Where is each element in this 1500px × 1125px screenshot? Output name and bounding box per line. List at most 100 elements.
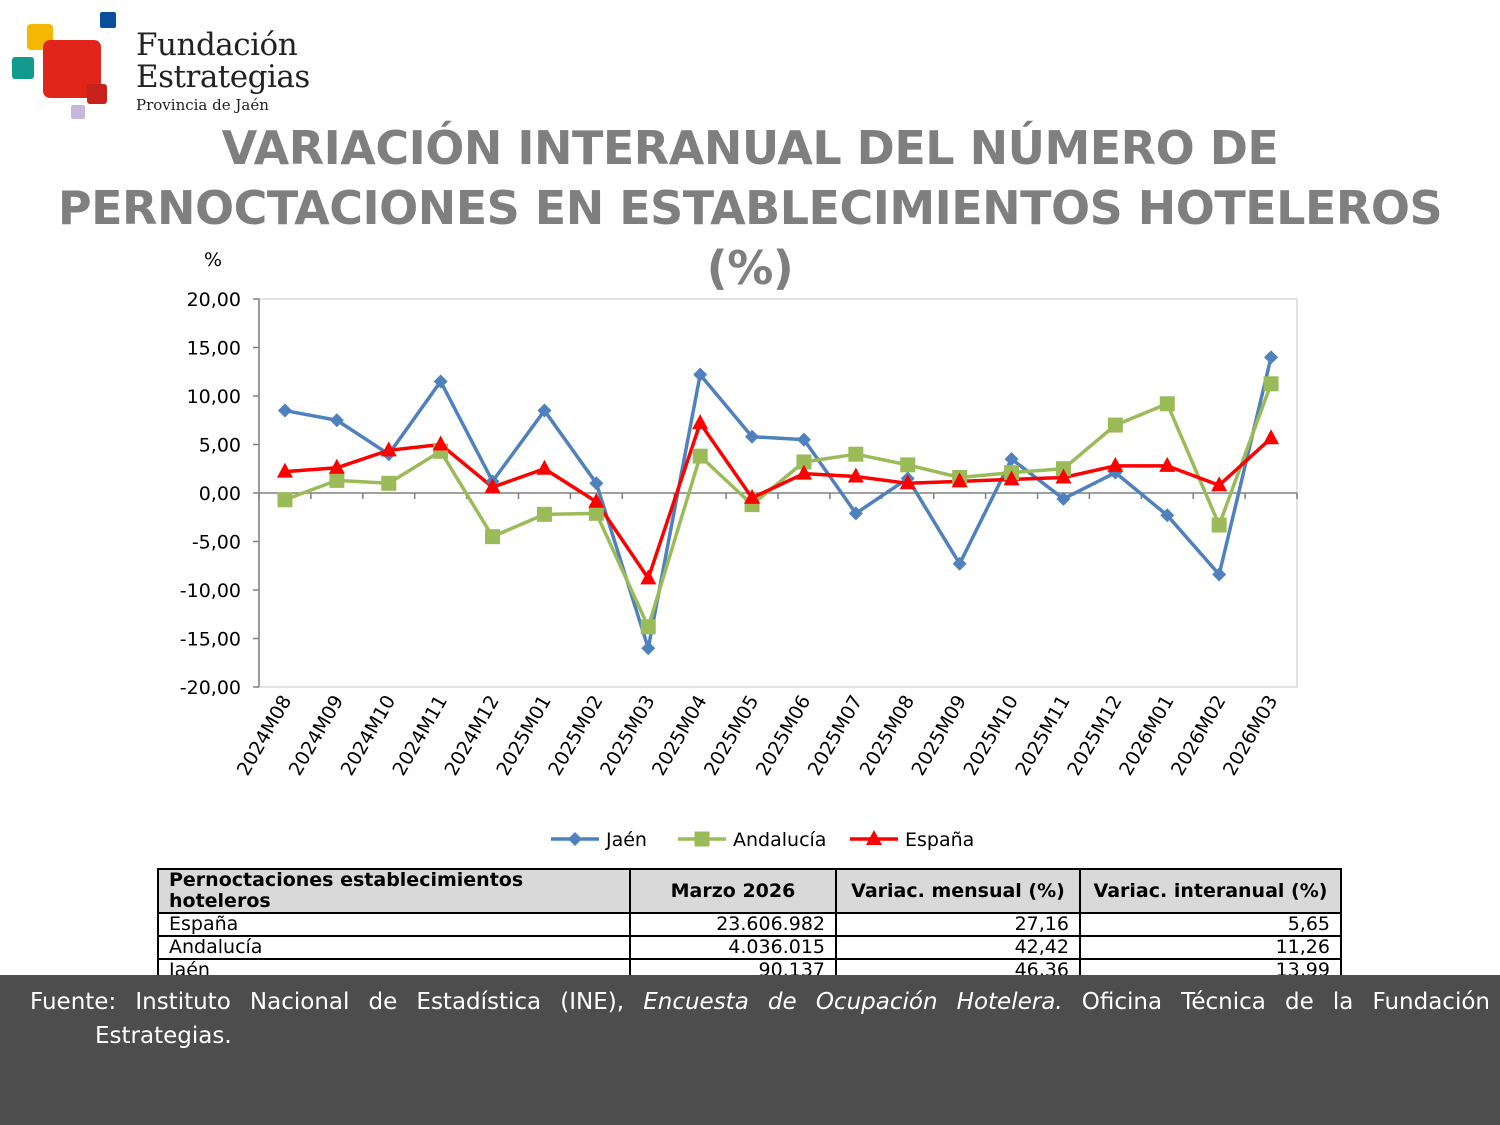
table-cell: España	[157, 912, 631, 937]
y-tick-label: 0,00	[199, 483, 241, 505]
table-row: Andalucía 4.036.015 42,42 11,26	[157, 935, 1342, 960]
data-point	[745, 429, 760, 444]
table-cell: 5,65	[1079, 912, 1342, 937]
footer-source-suffix: Oficina Técnica de la Fundación	[1062, 989, 1490, 1015]
series-line-jaén	[284, 356, 1273, 650]
y-tick-label: 20,00	[187, 289, 241, 311]
data-point	[536, 459, 553, 475]
series-line-andalucía	[284, 383, 1273, 629]
logo-teal-square	[12, 57, 34, 79]
table-header-cell: Marzo 2026	[629, 868, 837, 914]
y-tick-label: 10,00	[187, 386, 241, 408]
logo-lilac-square	[71, 105, 85, 119]
data-point	[1107, 456, 1124, 472]
series-lines	[284, 356, 1273, 650]
legend-marker	[694, 831, 710, 847]
data-point	[328, 458, 345, 474]
data-point	[433, 374, 448, 389]
table-cell: 11,26	[1079, 935, 1342, 960]
data-point	[588, 505, 604, 521]
data-point	[795, 464, 812, 480]
table-header-cell: Pernoctaciones establecimientos hotelero…	[157, 868, 631, 914]
line-chart: 20,00 15,00 10,00 5,00 0,00 -5,00 -10,00 -15,00…	[180, 249, 1298, 851]
data-point	[484, 478, 501, 494]
data-point	[277, 403, 292, 418]
table-cell: 27,16	[835, 912, 1081, 937]
data-point	[329, 413, 344, 428]
table-header-cell: Variac. mensual (%)	[835, 868, 1081, 914]
data-point	[1160, 508, 1175, 523]
data-point	[536, 506, 552, 522]
table-cell: Andalucía	[157, 935, 631, 960]
legend-label: España	[905, 829, 974, 851]
legend-label: Jaén	[605, 829, 647, 851]
data-point	[485, 529, 501, 545]
data-point	[1263, 376, 1279, 392]
data-point	[1107, 417, 1123, 433]
y-tick-label: -20,00	[180, 677, 241, 699]
data-point	[537, 403, 552, 418]
data-point	[432, 435, 449, 451]
data-point	[380, 441, 397, 457]
title-line1: VARIACIÓN INTERANUAL DEL NÚMERO DE	[221, 121, 1279, 175]
logo-red-small-square	[87, 84, 107, 104]
data-point	[1003, 470, 1020, 486]
data-point	[1263, 429, 1280, 445]
data-point	[744, 488, 761, 504]
data-point	[1212, 567, 1227, 582]
data-point	[692, 414, 709, 430]
data-point	[640, 569, 657, 585]
data-point	[847, 467, 864, 483]
logo-line3: Provincia de Jaén	[136, 96, 269, 114]
table-cell: 4.036.015	[629, 935, 837, 960]
data-point	[952, 556, 967, 571]
title-line3: (%)	[706, 241, 794, 295]
legend-marker	[866, 830, 882, 845]
logo-line2: Estrategias	[136, 59, 310, 95]
y-tick-label: 5,00	[199, 435, 241, 457]
footer-source-survey: Encuesta de Ocupación Hotelera.	[643, 989, 1063, 1015]
data-table: Pernoctaciones establecimientos hotelero…	[157, 868, 1342, 983]
data-point	[951, 472, 968, 488]
data-point	[900, 457, 916, 473]
data-point	[640, 619, 656, 635]
footer: Fuente: Instituto Nacional de Estadístic…	[0, 975, 1500, 1125]
data-point	[1056, 491, 1071, 506]
y-tick-label: 15,00	[187, 338, 241, 360]
data-point	[1159, 396, 1175, 412]
footer-source-line2: Estrategias.	[95, 1023, 232, 1049]
data-point	[692, 448, 708, 464]
footer-source: Fuente: Instituto Nacional de Estadístic…	[30, 985, 1490, 1019]
data-point	[1004, 452, 1019, 467]
data-point	[1211, 517, 1227, 533]
title-line2: PERNOCTACIONES EN ESTABLECIMIENTOS HOTEL…	[57, 181, 1443, 235]
data-point	[1159, 456, 1176, 472]
data-point	[848, 506, 863, 521]
y-tick-label: -10,00	[180, 580, 241, 602]
table-header-row: Pernoctaciones establecimientos hotelero…	[157, 868, 1342, 914]
data-point	[848, 446, 864, 462]
data-point	[276, 462, 293, 478]
table-row: España 23.606.982 27,16 5,65	[157, 912, 1342, 937]
y-tick-label: -15,00	[180, 629, 241, 651]
legend-marker	[568, 832, 582, 846]
series-line-españa	[284, 421, 1273, 581]
table-cell: 42,42	[835, 935, 1081, 960]
legend: Jaén Andalucía España	[551, 829, 974, 851]
data-point	[796, 432, 811, 447]
logo-line1: Fundación	[136, 27, 298, 63]
data-point	[641, 641, 656, 656]
footer-source-prefix: Fuente: Instituto Nacional de Estadístic…	[30, 989, 644, 1015]
y-axis-label: %	[204, 249, 222, 271]
page-title: VARIACIÓN INTERANUAL DEL NÚMERO DE PERNO…	[0, 118, 1500, 298]
data-point	[1211, 476, 1228, 492]
data-point	[588, 492, 605, 508]
series-markers	[276, 350, 1280, 656]
y-tick-label: -5,00	[192, 532, 241, 554]
data-point	[1264, 350, 1279, 365]
data-point	[693, 367, 708, 382]
legend-label: Andalucía	[733, 829, 826, 851]
table-cell: 23.606.982	[629, 912, 837, 937]
data-point	[589, 476, 604, 491]
data-point	[329, 472, 345, 488]
